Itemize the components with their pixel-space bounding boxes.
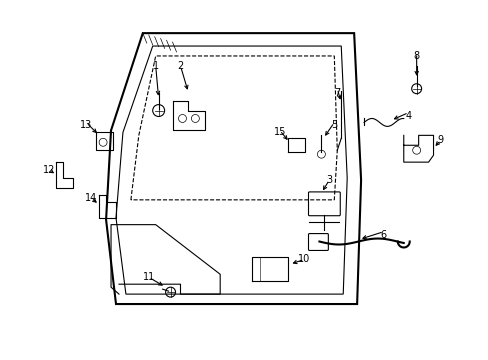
Text: 5: 5 <box>330 121 337 130</box>
Text: 7: 7 <box>333 88 340 98</box>
Text: 11: 11 <box>142 272 155 282</box>
Text: 9: 9 <box>437 135 443 145</box>
Text: 12: 12 <box>43 165 56 175</box>
Text: 2: 2 <box>177 61 183 71</box>
Text: 15: 15 <box>273 127 285 138</box>
Text: 13: 13 <box>80 121 92 130</box>
Text: 10: 10 <box>298 255 310 264</box>
Text: 8: 8 <box>413 51 419 61</box>
Text: 3: 3 <box>325 175 332 185</box>
Text: 6: 6 <box>380 230 386 239</box>
Text: 1: 1 <box>152 61 159 71</box>
Text: 4: 4 <box>405 111 411 121</box>
Text: 14: 14 <box>85 193 97 203</box>
